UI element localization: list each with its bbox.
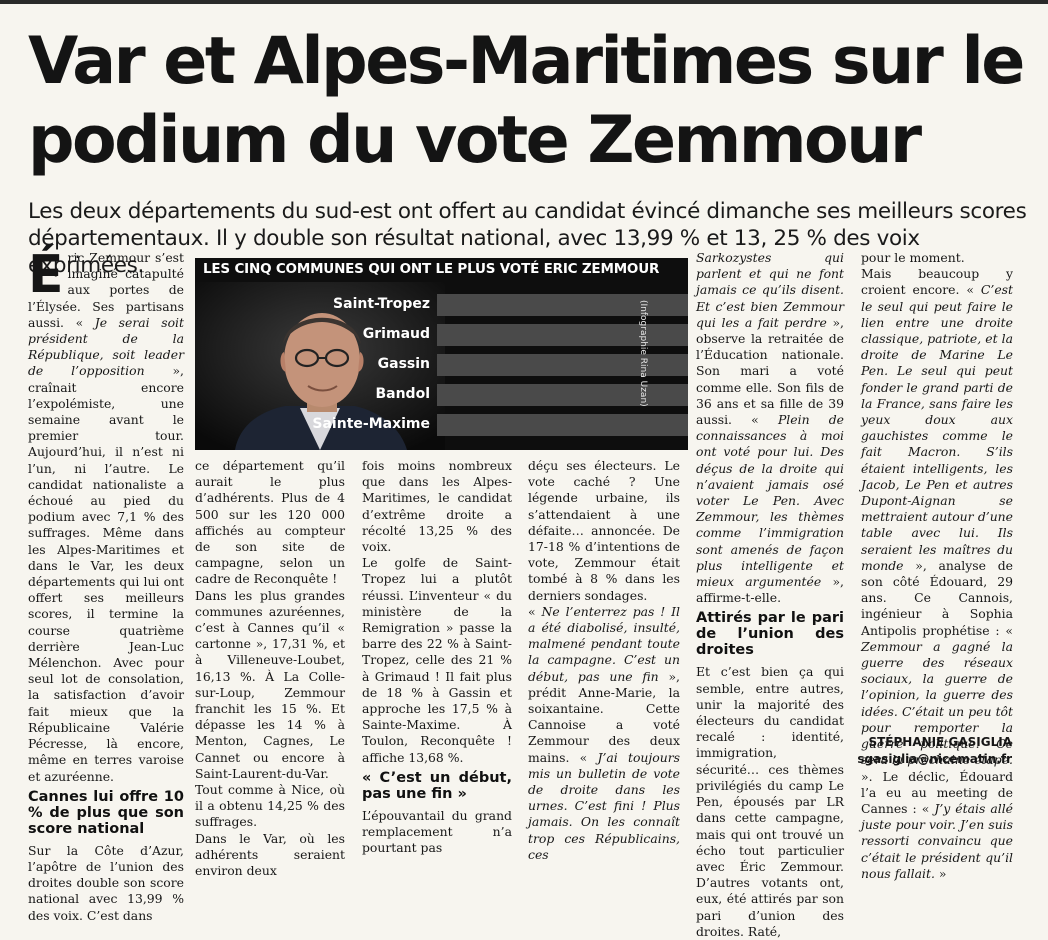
quote: Plein de connaissances à moi ont voté po… bbox=[696, 412, 844, 590]
subhead: « C’est un début, pas une fin » bbox=[362, 769, 512, 802]
quote: C’est le seul qui peut faire le lien ent… bbox=[861, 282, 1013, 573]
text-run: » bbox=[938, 865, 947, 881]
standfirst: Les deux départements du sud-est ont off… bbox=[28, 199, 1027, 278]
subhead: Cannes lui offre 10 % de plus que son sc… bbox=[28, 788, 184, 837]
bar-row: Saint-Tropez22,42 % bbox=[195, 292, 688, 318]
bar-category-label: Sainte-Maxime bbox=[312, 416, 430, 432]
quote: Ne l’enterrez pas ! Il a été diabolisé, … bbox=[528, 603, 680, 684]
paragraph: fois moins nombreux que dans les Alpes-M… bbox=[362, 458, 512, 555]
text-run: « bbox=[528, 603, 536, 619]
column-4: déçu ses électeurs. Le vote caché ? Une … bbox=[528, 458, 680, 863]
column-1: É ric Zemmour s’est imaginé catapulté au… bbox=[28, 245, 184, 924]
byline: STÉPHANIE GASIGLIA sgasiglia@nicematin.f… bbox=[852, 734, 1012, 768]
paragraph: Mais beaucoup y croient encore. « C’est … bbox=[861, 266, 1013, 882]
author-name: STÉPHANIE GASIGLIA bbox=[868, 735, 1012, 749]
text-run: », affirme-t-elle. bbox=[696, 574, 844, 606]
chart-credit: (Infographie Rina Uzan) bbox=[638, 300, 648, 407]
paragraph: É ric Zemmour s’est imaginé catapulté au… bbox=[28, 245, 184, 785]
subhead: Attirés par le pari de l’union des droit… bbox=[696, 610, 844, 659]
paragraph: Sarkozystes qui parlent et qui ne font j… bbox=[696, 250, 844, 606]
bar bbox=[437, 354, 688, 376]
paragraph: L’épouvantail du grand remplacement n’a … bbox=[362, 807, 512, 856]
paragraph: « Ne l’enterrez pas ! Il a été diabolisé… bbox=[528, 604, 680, 863]
bar-category-label: Gassin bbox=[377, 356, 430, 372]
column-5: Sarkozystes qui parlent et qui ne font j… bbox=[696, 250, 844, 940]
bar bbox=[437, 414, 688, 436]
bar bbox=[437, 324, 688, 346]
author-email[interactable]: sgasiglia@nicematin.fr bbox=[857, 752, 1012, 766]
text-run: ric Zemmour s’est imaginé catapulté aux … bbox=[28, 250, 184, 330]
quote: Zemmour a gagné la guerre des réseaux so… bbox=[861, 638, 1013, 768]
quote: Sarkozystes qui parlent et qui ne font j… bbox=[696, 250, 844, 330]
chart-title: LES CINQ COMMUNES QUI ONT LE PLUS VOTÉ E… bbox=[203, 261, 660, 277]
bar bbox=[437, 294, 688, 316]
bar-row: Grimaud21,40 % bbox=[195, 322, 688, 348]
paragraph: Et c’est bien ça qui semble, entre autre… bbox=[696, 664, 844, 939]
text-run: », prédit Anne-Marie, la soixantaine. Ce… bbox=[528, 668, 680, 765]
column-2: ce département qu’il aurait le plus d’ad… bbox=[195, 458, 345, 879]
drop-cap: É bbox=[28, 245, 64, 305]
bar-category-label: Saint-Tropez bbox=[333, 296, 430, 312]
portrait-photo bbox=[195, 282, 445, 450]
paragraph: Dans le Var, où les adhérents seraient e… bbox=[195, 830, 345, 879]
quote: Je serai soit président de la République… bbox=[28, 314, 184, 379]
column-3: fois moins nombreux que dans les Alpes-M… bbox=[362, 458, 512, 856]
paragraph: Dans les plus grandes communes azuréenne… bbox=[195, 587, 345, 830]
paragraph: ce département qu’il aurait le plus d’ad… bbox=[195, 458, 345, 587]
paragraph: déçu ses électeurs. Le vote caché ? Une … bbox=[528, 458, 680, 603]
bar-row: Gassin18,46 % bbox=[195, 352, 688, 378]
text-run: Mais beaucoup y croient encore. « bbox=[861, 266, 1013, 298]
text-run: », observe la retraitée de l’Éducation n… bbox=[696, 314, 844, 428]
text-run: », craînait encore l’expolémiste, une se… bbox=[28, 363, 184, 784]
bar-chart: LES CINQ COMMUNES QUI ONT LE PLUS VOTÉ E… bbox=[195, 258, 688, 450]
paragraph: Le golfe de Saint-Tropez lui a plutôt ré… bbox=[362, 555, 512, 765]
bar-category-label: Grimaud bbox=[362, 326, 430, 342]
headline: Var et Alpes-Maritimes sur le podium du … bbox=[28, 24, 1025, 178]
column-6: pour le moment. Mais beaucoup y croient … bbox=[861, 250, 1013, 882]
text-run: », analyse de son côté Édouard, 29 ans. … bbox=[861, 557, 1013, 638]
bar bbox=[437, 384, 688, 406]
top-rule bbox=[0, 0, 1048, 4]
bar-row: Sainte-Maxime17,38 % bbox=[195, 412, 688, 438]
quote: J’ai toujours mis un bulletin de vote de… bbox=[528, 749, 680, 862]
bar-row: Bandol17,62 % bbox=[195, 382, 688, 408]
bar-category-label: Bandol bbox=[375, 386, 430, 402]
paragraph: pour le moment. bbox=[861, 250, 965, 265]
paragraph: Sur la Côte d’Azur, l’apôtre de l’union … bbox=[28, 842, 184, 923]
